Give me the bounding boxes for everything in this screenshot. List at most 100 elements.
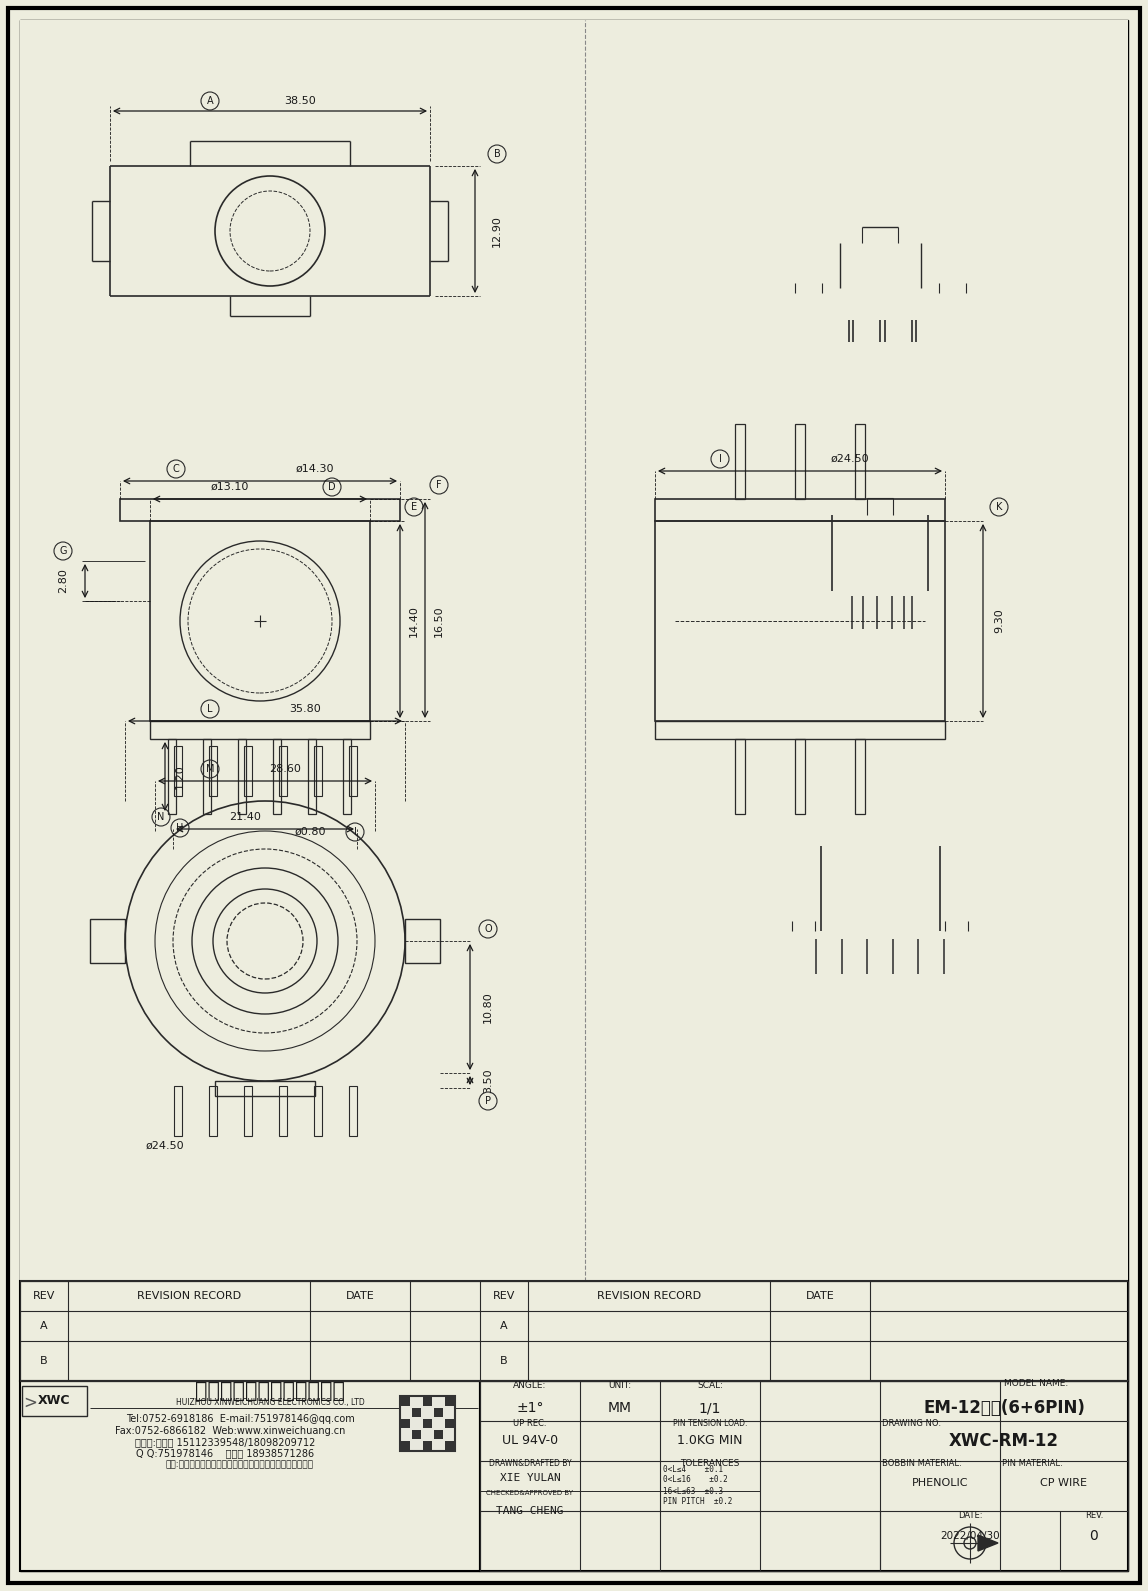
Bar	[209, 1087, 217, 1136]
Text: 21.40: 21.40	[230, 811, 261, 823]
Ellipse shape	[852, 835, 908, 856]
Text: XWC: XWC	[38, 1394, 70, 1408]
Bar	[315, 1087, 321, 1136]
Bar	[20, 1381, 480, 1570]
Ellipse shape	[831, 496, 929, 533]
Text: DATE:: DATE:	[957, 1510, 983, 1519]
Text: 0<L≤4    ±0.1: 0<L≤4 ±0.1	[664, 1464, 723, 1473]
Text: DRAWN&DRAFTED BY: DRAWN&DRAFTED BY	[489, 1459, 572, 1467]
Bar	[445, 1441, 453, 1449]
Text: SCAL:: SCAL:	[697, 1381, 723, 1391]
Text: ø0.80: ø0.80	[294, 827, 326, 837]
Text: PIN PITCH  ±0.2: PIN PITCH ±0.2	[664, 1497, 732, 1507]
Text: 10.80: 10.80	[483, 991, 492, 1023]
Text: N: N	[157, 811, 164, 823]
Bar	[279, 746, 287, 796]
Text: Q Q:751978146    唐先生 18938571286: Q Q:751978146 唐先生 18938571286	[135, 1448, 315, 1457]
Text: H: H	[177, 823, 184, 834]
Text: 2.80: 2.80	[59, 568, 68, 593]
Text: XIE YULAN: XIE YULAN	[499, 1473, 560, 1483]
Bar	[245, 1087, 253, 1136]
Bar	[174, 746, 183, 796]
Text: I: I	[354, 827, 356, 837]
Bar	[150, 520, 370, 721]
Ellipse shape	[792, 926, 815, 936]
Text: PHENOLIC: PHENOLIC	[912, 1478, 968, 1488]
Text: I: I	[719, 453, 721, 465]
Bar	[168, 738, 176, 815]
Text: REV: REV	[492, 1290, 515, 1301]
Bar	[796, 738, 805, 815]
Polygon shape	[978, 1535, 998, 1551]
Text: 3.50: 3.50	[483, 1069, 492, 1093]
Text: DRAWING NO:: DRAWING NO:	[882, 1419, 941, 1427]
Bar	[445, 1419, 453, 1429]
Bar	[245, 746, 253, 796]
Text: K: K	[995, 503, 1002, 512]
Text: 1.20: 1.20	[174, 764, 185, 789]
Text: EM-12立式(6+6PIN): EM-12立式(6+6PIN)	[923, 1398, 1085, 1418]
Text: REVISION RECORD: REVISION RECORD	[137, 1290, 241, 1301]
Text: REVISION RECORD: REVISION RECORD	[597, 1290, 701, 1301]
Text: ø24.50: ø24.50	[831, 453, 869, 465]
Text: DATE: DATE	[806, 1290, 835, 1301]
Bar	[405, 920, 440, 963]
Text: UL 94V-0: UL 94V-0	[502, 1435, 558, 1448]
Text: BOBBIN MATERIAL:: BOBBIN MATERIAL:	[882, 1459, 962, 1467]
Text: 9.30: 9.30	[994, 609, 1004, 633]
Text: B: B	[494, 150, 501, 159]
Bar	[656, 721, 945, 738]
Text: D: D	[328, 482, 336, 492]
Bar	[735, 738, 745, 815]
Ellipse shape	[856, 506, 903, 523]
Bar	[308, 738, 316, 815]
Text: XWC-RM-12: XWC-RM-12	[949, 1432, 1058, 1449]
Bar	[401, 1397, 410, 1406]
Bar	[121, 500, 400, 520]
Bar	[174, 1087, 183, 1136]
Bar	[412, 1408, 421, 1418]
Bar	[349, 746, 357, 796]
Text: CHECKED&APPROVED BY: CHECKED&APPROVED BY	[487, 1491, 574, 1496]
Ellipse shape	[821, 908, 939, 955]
Text: A: A	[501, 1321, 507, 1332]
Text: 地址:广东惠州市博罗县石湾镇鋧波水第一工业区一号厂房一楼: 地址:广东惠州市博罗县石湾镇鋧波水第一工业区一号厂房一楼	[166, 1461, 315, 1470]
Text: UP REC.: UP REC.	[513, 1419, 546, 1427]
Bar	[20, 21, 1128, 1281]
Ellipse shape	[781, 251, 979, 325]
Text: PIN MATERIAL:: PIN MATERIAL:	[1002, 1459, 1063, 1467]
Bar	[401, 1441, 410, 1449]
Text: ø14.30: ø14.30	[296, 465, 334, 474]
Bar	[22, 1386, 87, 1416]
Bar	[315, 746, 321, 796]
Text: HUIZHOU XINWEICHUANG ELECTRONICS CO., LTD: HUIZHOU XINWEICHUANG ELECTRONICS CO., LT…	[176, 1398, 364, 1408]
Bar	[20, 1281, 1128, 1381]
Text: >: >	[23, 1394, 37, 1411]
Text: F: F	[436, 480, 442, 490]
Bar	[401, 1419, 410, 1429]
Bar	[209, 746, 217, 796]
Text: ANGLE:: ANGLE:	[513, 1381, 546, 1391]
Text: 1.0KG MIN: 1.0KG MIN	[677, 1435, 743, 1448]
Text: C: C	[172, 465, 179, 474]
Bar	[434, 1408, 443, 1418]
Bar	[343, 738, 351, 815]
Ellipse shape	[786, 894, 974, 967]
Text: B: B	[40, 1356, 48, 1367]
Text: ø24.50: ø24.50	[146, 1141, 185, 1150]
Text: DATE: DATE	[346, 1290, 374, 1301]
Text: TANG CHENG: TANG CHENG	[496, 1507, 564, 1516]
Bar	[90, 920, 125, 963]
Text: MM: MM	[608, 1402, 633, 1414]
Bar	[422, 1397, 432, 1406]
Bar	[445, 1397, 453, 1406]
Text: TOLERANCES: TOLERANCES	[681, 1459, 739, 1467]
Text: 28.60: 28.60	[269, 764, 301, 773]
Text: B: B	[501, 1356, 507, 1367]
Text: O: O	[484, 924, 491, 934]
Text: 16.50: 16.50	[434, 605, 444, 636]
Bar	[412, 1430, 421, 1438]
Text: 16<L≤63  ±0.3: 16<L≤63 ±0.3	[664, 1486, 723, 1496]
Text: 0: 0	[1089, 1529, 1099, 1543]
Text: 35.80: 35.80	[289, 703, 321, 714]
